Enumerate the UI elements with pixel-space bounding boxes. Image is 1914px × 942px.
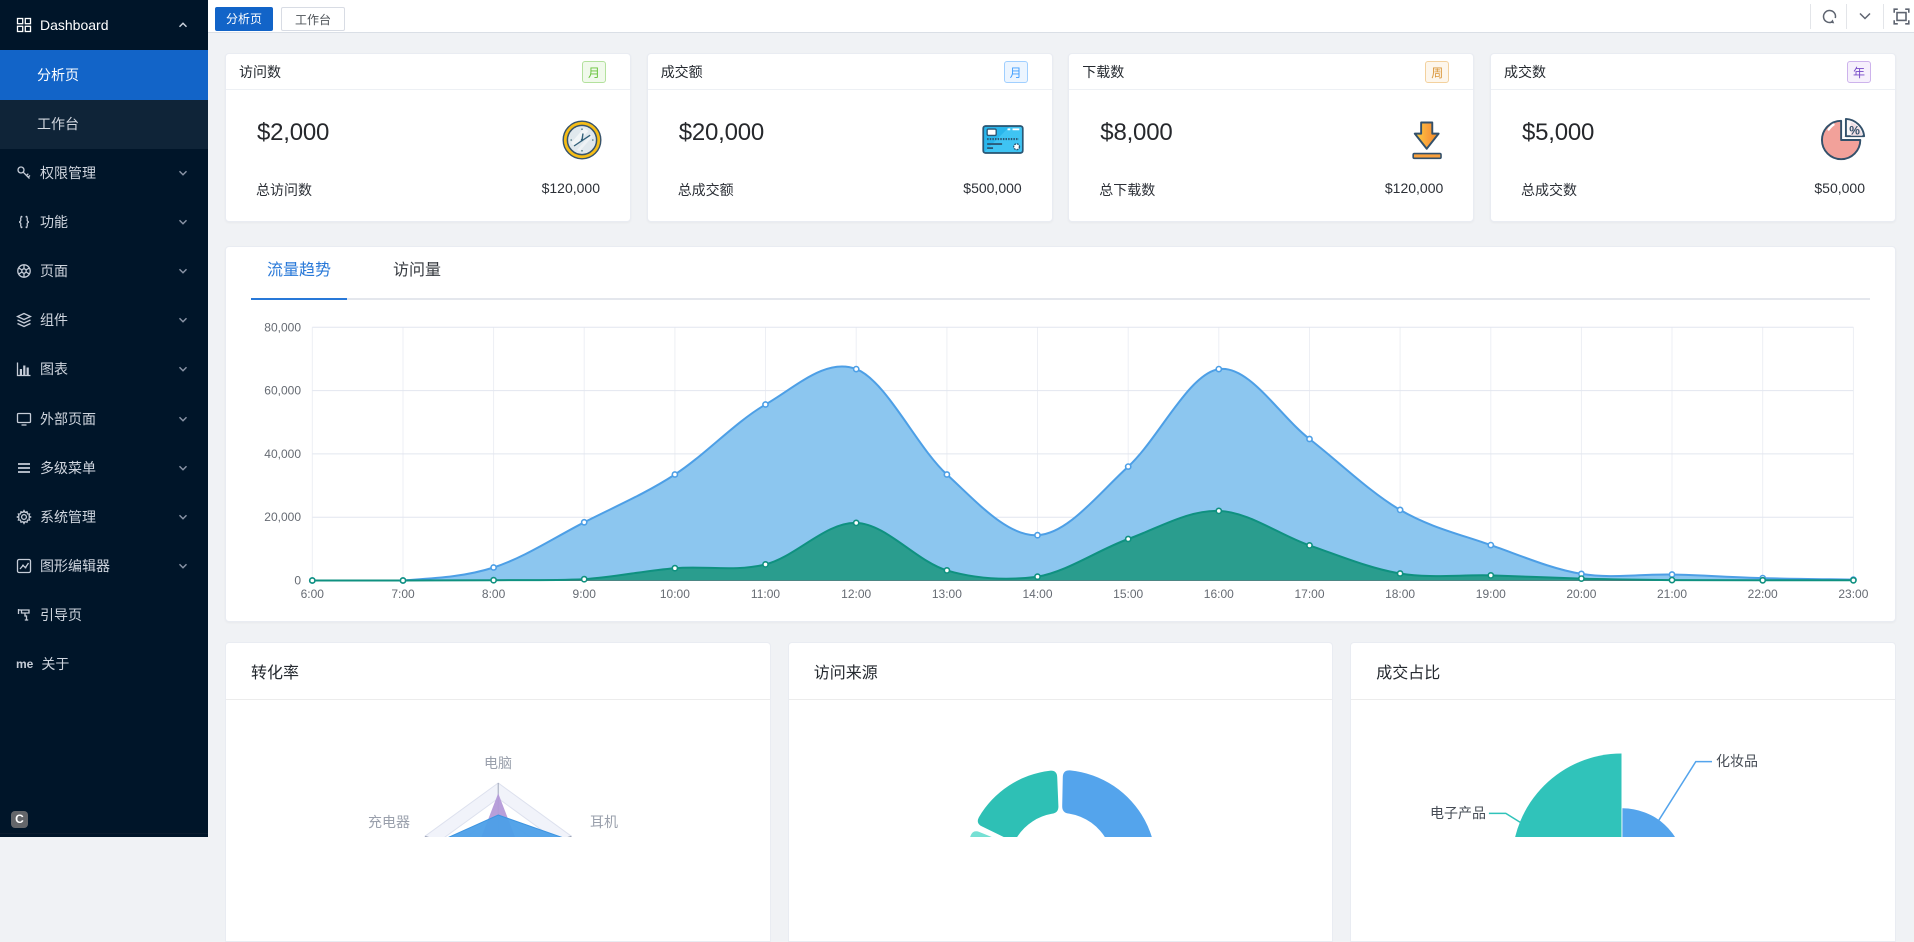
svg-text:%: % [1849, 123, 1860, 137]
